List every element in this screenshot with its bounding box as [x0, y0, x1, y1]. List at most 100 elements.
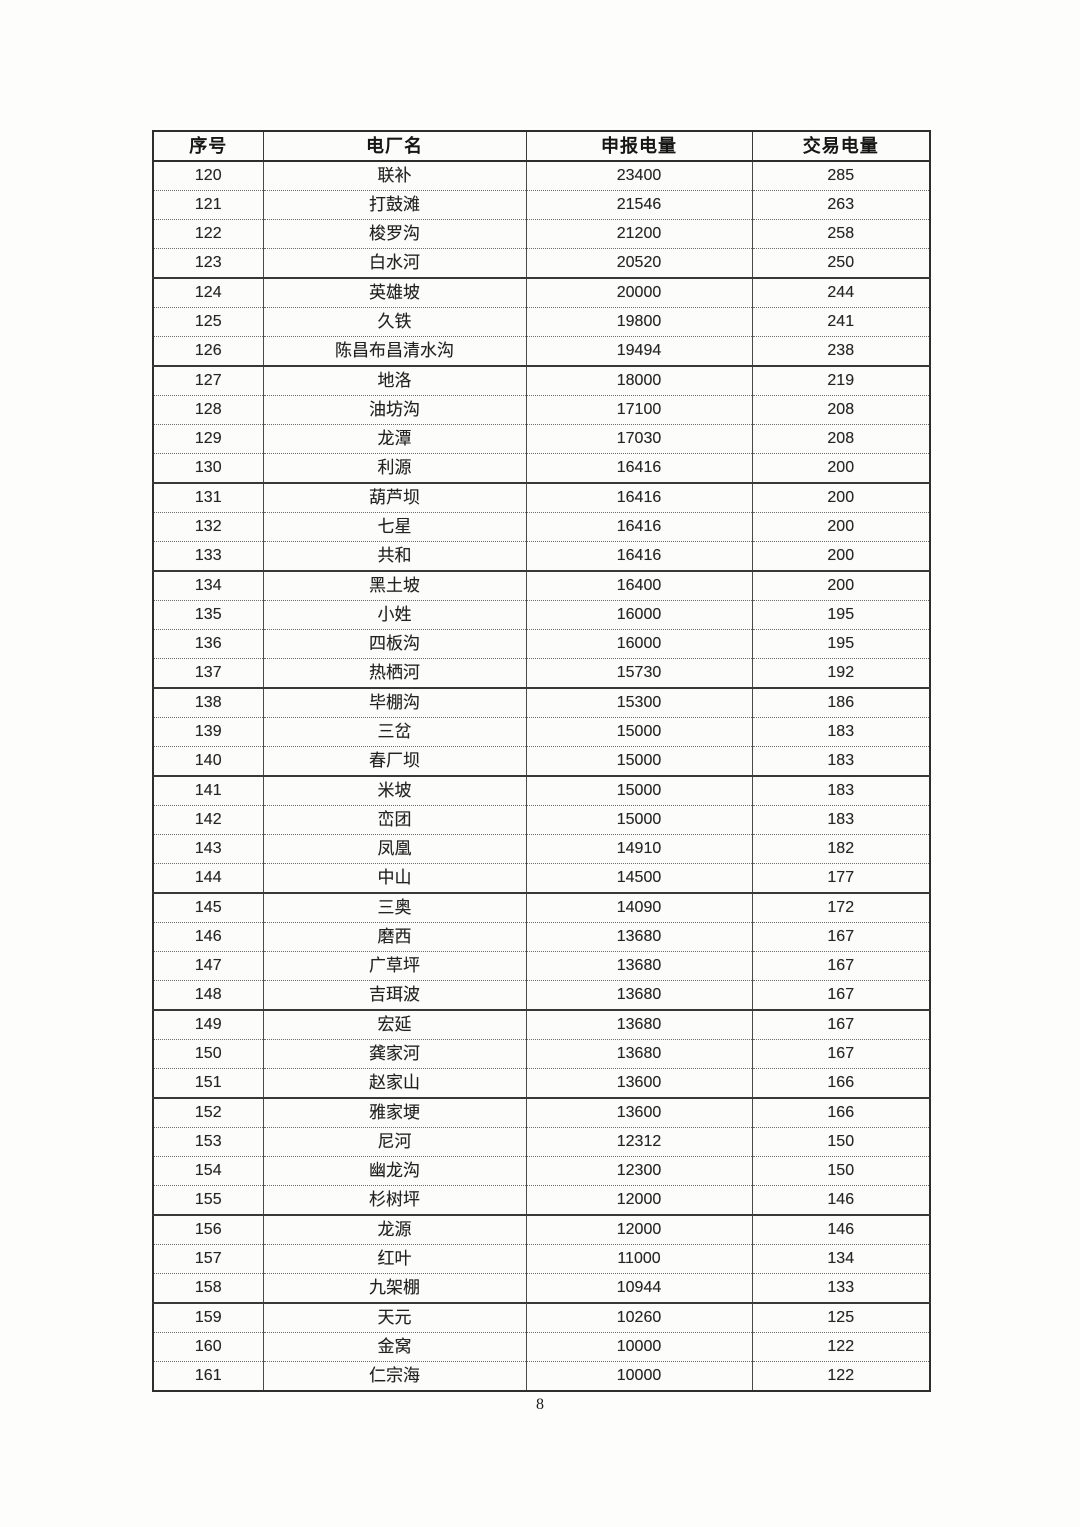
cell-plant-name: 雅家埂 — [262, 1098, 527, 1128]
table-row: 150 龚家河 13680 167 — [152, 1039, 931, 1069]
cell-plant-name: 红叶 — [262, 1244, 527, 1274]
table-row: 161 仁宗海 10000 122 — [152, 1361, 931, 1391]
cell-serial-number: 137 — [152, 658, 264, 689]
cell-serial-number: 120 — [152, 161, 264, 191]
cell-declared-energy: 13680 — [525, 922, 753, 952]
cell-plant-name: 共和 — [262, 541, 527, 572]
cell-traded-energy: 134 — [751, 1244, 931, 1274]
cell-serial-number: 159 — [152, 1303, 264, 1333]
cell-plant-name: 米坡 — [262, 776, 527, 806]
cell-plant-name: 三奥 — [262, 893, 527, 923]
cell-traded-energy: 195 — [751, 629, 931, 659]
cell-traded-energy: 200 — [751, 453, 931, 484]
cell-plant-name: 白水河 — [262, 248, 527, 279]
cell-traded-energy: 200 — [751, 512, 931, 542]
table-row: 148 吉珥波 13680 167 — [152, 980, 931, 1011]
table-row: 128 油坊沟 17100 208 — [152, 395, 931, 425]
cell-declared-energy: 10260 — [525, 1303, 753, 1333]
cell-declared-energy: 20520 — [525, 248, 753, 279]
cell-serial-number: 140 — [152, 746, 264, 777]
table-row: 132 七星 16416 200 — [152, 512, 931, 542]
table-row: 158 九架棚 10944 133 — [152, 1273, 931, 1304]
cell-plant-name: 小姓 — [262, 600, 527, 630]
cell-plant-name: 龙潭 — [262, 424, 527, 454]
cell-declared-energy: 16000 — [525, 600, 753, 630]
cell-plant-name: 四板沟 — [262, 629, 527, 659]
cell-serial-number: 130 — [152, 453, 264, 484]
cell-traded-energy: 208 — [751, 395, 931, 425]
cell-declared-energy: 15300 — [525, 688, 753, 718]
table-row: 146 磨西 13680 167 — [152, 922, 931, 952]
cell-serial-number: 132 — [152, 512, 264, 542]
cell-traded-energy: 167 — [751, 1039, 931, 1069]
cell-serial-number: 161 — [152, 1361, 264, 1391]
cell-declared-energy: 13600 — [525, 1068, 753, 1099]
table-row: 126 陈昌布昌清水沟 19494 238 — [152, 336, 931, 367]
cell-traded-energy: 172 — [751, 893, 931, 923]
cell-plant-name: 天元 — [262, 1303, 527, 1333]
cell-traded-energy: 241 — [751, 307, 931, 337]
cell-declared-energy: 15730 — [525, 658, 753, 689]
cell-traded-energy: 150 — [751, 1127, 931, 1157]
table-header: 序号 电厂名 申报电量 交易电量 — [152, 130, 931, 162]
cell-plant-name: 龙源 — [262, 1215, 527, 1245]
table-row: 127 地洛 18000 219 — [152, 366, 931, 396]
cell-traded-energy: 200 — [751, 571, 931, 601]
cell-traded-energy: 208 — [751, 424, 931, 454]
table-row: 137 热栖河 15730 192 — [152, 658, 931, 689]
cell-declared-energy: 15000 — [525, 717, 753, 747]
cell-serial-number: 152 — [152, 1098, 264, 1128]
table-row: 145 三奥 14090 172 — [152, 893, 931, 923]
column-header-serial: 序号 — [152, 130, 264, 162]
cell-traded-energy: 186 — [751, 688, 931, 718]
cell-serial-number: 124 — [152, 278, 264, 308]
table-row: 134 黑土坡 16400 200 — [152, 571, 931, 601]
cell-declared-energy: 16000 — [525, 629, 753, 659]
cell-plant-name: 赵家山 — [262, 1068, 527, 1099]
cell-plant-name: 宏延 — [262, 1010, 527, 1040]
table-row: 135 小姓 16000 195 — [152, 600, 931, 630]
cell-declared-energy: 13680 — [525, 951, 753, 981]
table-row: 138 毕棚沟 15300 186 — [152, 688, 931, 718]
table-row: 122 梭罗沟 21200 258 — [152, 219, 931, 249]
table-row: 123 白水河 20520 250 — [152, 248, 931, 279]
cell-serial-number: 122 — [152, 219, 264, 249]
cell-serial-number: 136 — [152, 629, 264, 659]
cell-serial-number: 157 — [152, 1244, 264, 1274]
cell-declared-energy: 16400 — [525, 571, 753, 601]
cell-serial-number: 123 — [152, 248, 264, 279]
cell-plant-name: 梭罗沟 — [262, 219, 527, 249]
cell-traded-energy: 146 — [751, 1185, 931, 1216]
cell-plant-name: 三岔 — [262, 717, 527, 747]
cell-plant-name: 油坊沟 — [262, 395, 527, 425]
cell-serial-number: 156 — [152, 1215, 264, 1245]
cell-declared-energy: 18000 — [525, 366, 753, 396]
page-number: 8 — [536, 1396, 544, 1413]
cell-serial-number: 143 — [152, 834, 264, 864]
table-row: 157 红叶 11000 134 — [152, 1244, 931, 1274]
cell-plant-name: 毕棚沟 — [262, 688, 527, 718]
cell-traded-energy: 150 — [751, 1156, 931, 1186]
cell-serial-number: 150 — [152, 1039, 264, 1069]
table-row: 133 共和 16416 200 — [152, 541, 931, 572]
cell-plant-name: 利源 — [262, 453, 527, 484]
cell-traded-energy: 183 — [751, 776, 931, 806]
cell-serial-number: 154 — [152, 1156, 264, 1186]
cell-declared-energy: 10000 — [525, 1361, 753, 1391]
column-header-plant: 电厂名 — [262, 130, 527, 162]
cell-serial-number: 155 — [152, 1185, 264, 1216]
table-row: 131 葫芦坝 16416 200 — [152, 483, 931, 513]
cell-serial-number: 127 — [152, 366, 264, 396]
cell-declared-energy: 16416 — [525, 512, 753, 542]
cell-traded-energy: 285 — [751, 161, 931, 191]
cell-declared-energy: 16416 — [525, 453, 753, 484]
cell-traded-energy: 167 — [751, 922, 931, 952]
cell-plant-name: 中山 — [262, 863, 527, 894]
header-row: 序号 电厂名 申报电量 交易电量 — [152, 130, 931, 162]
cell-traded-energy: 238 — [751, 336, 931, 367]
table-row: 153 尼河 12312 150 — [152, 1127, 931, 1157]
column-header-declared: 申报电量 — [525, 130, 753, 162]
cell-declared-energy: 12000 — [525, 1215, 753, 1245]
cell-traded-energy: 125 — [751, 1303, 931, 1333]
cell-plant-name: 陈昌布昌清水沟 — [262, 336, 527, 367]
